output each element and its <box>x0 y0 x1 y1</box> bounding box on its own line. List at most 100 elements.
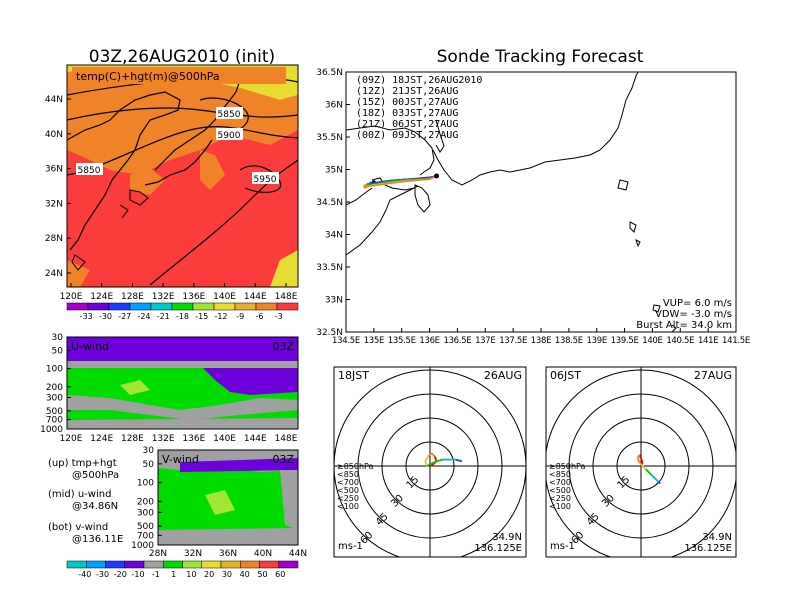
map-500-lon-ticks: 120E 124E 128E 132E 136E 140E 144E 148E <box>60 283 298 302</box>
colorbar-swatch <box>182 560 202 569</box>
pressure-tick-label: 100 <box>137 479 154 489</box>
colorbar-label: 20 <box>204 570 214 579</box>
colorbar-label: -20 <box>114 570 127 579</box>
u-wind-label: U-wind <box>71 340 109 353</box>
colorbar-swatch <box>105 560 125 569</box>
hodograph-trace-segment <box>429 460 437 466</box>
lon-tick-label: 148E <box>275 434 298 444</box>
colorbar-label: -18 <box>176 312 189 321</box>
level-legend-label: <500 <box>549 486 571 495</box>
pressure-tick-label: 700 <box>46 416 63 426</box>
lon-tick-label: 137E <box>475 336 495 346</box>
lat-tick-label: 24N <box>45 269 63 279</box>
lon-tick-label: 137.5E <box>499 336 527 346</box>
pressure-tick-label: 200 <box>137 497 154 507</box>
lon-tick-label: 144E <box>244 434 267 444</box>
hodograph-lon: 136.125E <box>474 543 522 554</box>
tracking-map: 36.5N 36N 35.5N 35N 34.5N 34N 33.5N 33N 32.5N 13… <box>316 68 750 346</box>
burst-alt-text: Burst Alt= 34.0 km <box>636 320 732 331</box>
hodograph-trace-segment <box>636 454 641 459</box>
level-legend-label: <250 <box>337 494 359 503</box>
colorbar-swatch <box>66 560 87 569</box>
colorbar-swatch <box>255 302 278 311</box>
hodograph-lat: 34.9N <box>702 532 732 543</box>
pressure-tick-label: 300 <box>46 393 63 403</box>
colorbar-swatch <box>150 302 173 311</box>
level-legend-label: ≥850hPa <box>549 462 586 471</box>
tracking-lon-ticks: 134.5E 135E 135.5E 136E 136.5E 137E 137.5E 138E… <box>332 328 750 346</box>
colorbar-swatch <box>124 560 145 569</box>
launch-point <box>434 173 440 179</box>
contour-labels: 5850 5900 5850 5950 <box>76 107 279 185</box>
hodograph-lat: 34.9N <box>492 532 522 543</box>
colorbar-swatch <box>276 302 299 311</box>
run-legend-label: (00Z) 09JST,27AUG <box>356 130 458 141</box>
note-line: (mid) u-wind <box>48 489 111 500</box>
lat-tick-label: 34.5N <box>316 198 343 208</box>
colorbar-label: -12 <box>214 312 227 321</box>
colorbar-swatch <box>129 302 152 311</box>
lon-tick-label: 136E <box>182 434 205 444</box>
lon-tick-label: 135E <box>364 336 384 346</box>
lon-tick-label: 120E <box>60 292 83 302</box>
lat-tick-label: 44N <box>45 95 63 105</box>
note-line: @136.11E <box>72 534 123 545</box>
lat-tick-label: 40N <box>254 549 272 559</box>
colorbar-label: -30 <box>99 312 112 321</box>
pressure-tick-label: 30 <box>143 446 155 456</box>
lon-tick-label: 128E <box>121 292 144 302</box>
note-line: @34.86N <box>72 501 118 512</box>
run-legend-label: (18Z) 03JST,27AUG <box>356 108 458 119</box>
colorbar-label: 60 <box>275 570 285 579</box>
level-legend-label: <850 <box>549 470 571 479</box>
lon-tick-label: 141E <box>698 336 718 346</box>
lon-tick-label: 140.5E <box>666 336 694 346</box>
colorbar-swatch <box>220 560 241 569</box>
level-legend-label: <100 <box>337 502 359 511</box>
hodograph-trace-segment <box>645 468 650 474</box>
hodograph-unit: ms-1 <box>338 541 363 552</box>
pressure-tick-label: 30 <box>52 333 64 343</box>
hodograph-trace-segment <box>651 474 657 480</box>
colorbar-swatch <box>143 560 164 569</box>
lon-tick-label: 139E <box>587 336 607 346</box>
lon-tick-label: 138E <box>531 336 551 346</box>
hodograph-unit: ms-1 <box>550 541 575 552</box>
lat-tick-label: 44N <box>289 549 307 559</box>
lon-tick-label: 132E <box>152 292 175 302</box>
colorbar-swatch <box>108 302 131 311</box>
colorbar-swatch <box>171 302 194 311</box>
contour-label: 5900 <box>218 131 241 141</box>
forecast-title: Sonde Tracking Forecast <box>437 47 644 67</box>
hodograph-trace-segment <box>433 456 438 462</box>
lon-tick-label: 138.5E <box>555 336 583 346</box>
lon-tick-label: 124E <box>90 434 113 444</box>
lon-tick-label: 141.5E <box>722 336 750 346</box>
hodograph-trace-segment <box>430 452 436 458</box>
note-line: (bot) v-wind <box>48 522 108 533</box>
colorbar-label: 30 <box>222 570 232 579</box>
hodograph-rings <box>334 367 526 557</box>
hodograph-trace-segment <box>654 478 660 483</box>
note-line: (up) tmp+hgt <box>48 458 117 469</box>
lat-tick-label: 34N <box>325 231 343 241</box>
tracking-coastline <box>346 72 677 332</box>
colorbar-swatch <box>87 302 110 311</box>
colorbar-swatch <box>278 560 299 569</box>
run-legend-label: (15Z) 00JST,27AUG <box>356 97 458 108</box>
pressure-tick-label: 200 <box>46 383 63 393</box>
hodograph-trace-segment <box>436 458 444 463</box>
hodograph-time: 18JST <box>338 369 369 382</box>
colorbar-label: -30 <box>96 570 109 579</box>
contour-label: 5850 <box>218 110 241 120</box>
colorbar-label: -21 <box>157 312 170 321</box>
pressure-tick-label: 50 <box>143 460 155 470</box>
hodograph-date: 27AUG <box>694 369 732 382</box>
lon-tick-label: 139.5E <box>611 336 639 346</box>
pressure-tick-label: 100 <box>46 365 63 375</box>
pressure-tick-label: 500 <box>137 522 154 532</box>
